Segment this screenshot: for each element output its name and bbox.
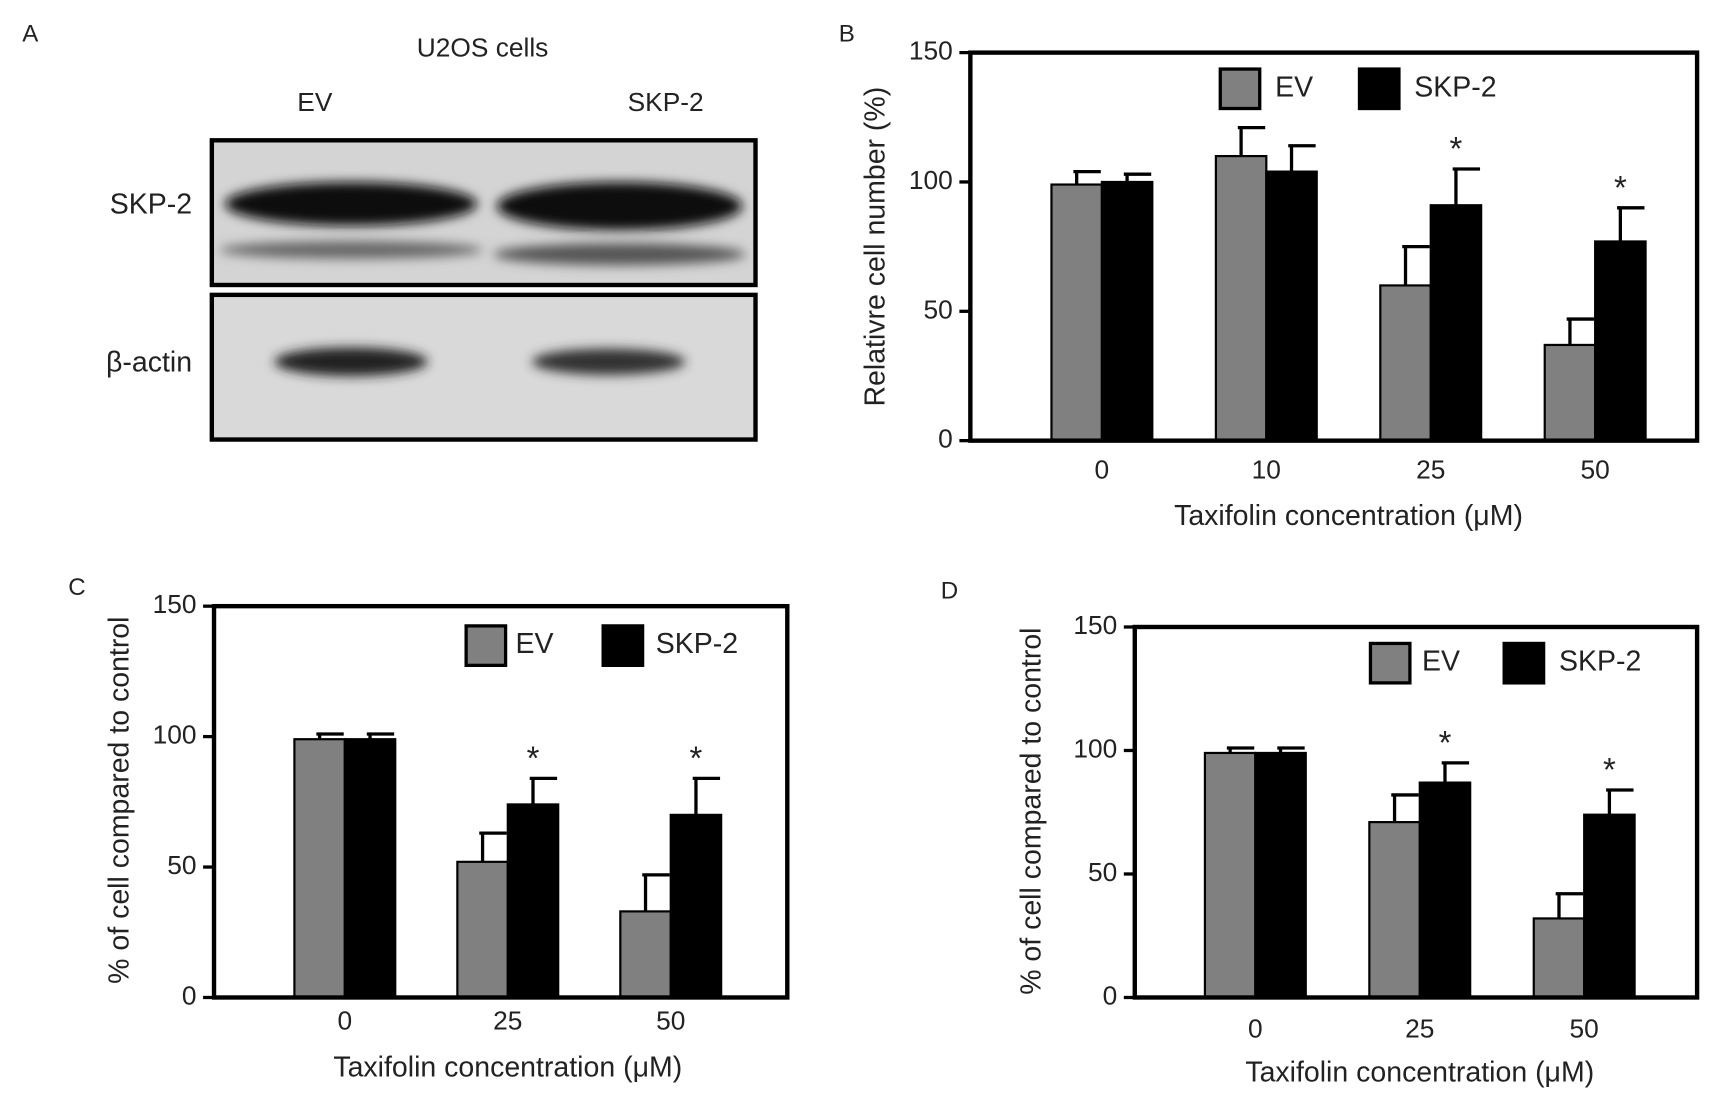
legend-swatch [1368, 641, 1412, 685]
legend-label: SKP-2 [1414, 71, 1496, 103]
y-tick-label: 50 [167, 850, 196, 880]
y-axis-label: % of cell compared to control [103, 617, 135, 984]
panel-label: B [839, 20, 855, 47]
bar [1543, 343, 1597, 442]
y-tick-label: 150 [909, 36, 953, 66]
bar [456, 860, 509, 999]
x-tick-label: 50 [1581, 454, 1610, 484]
panel-label: D [941, 577, 958, 604]
bar [1532, 917, 1586, 999]
y-tick-label: 50 [924, 294, 953, 324]
significance-marker: * [690, 739, 703, 776]
x-axis-label: Taxifolin concentration (μM) [333, 1051, 682, 1083]
legend-label: EV [515, 628, 553, 660]
x-tick-label: 50 [656, 1006, 685, 1036]
x-tick-label: 0 [1248, 1013, 1263, 1043]
plot-frame [211, 603, 790, 1000]
legend-label: SKP-2 [1559, 646, 1641, 678]
bar [506, 803, 560, 999]
plot-frame [968, 50, 1700, 443]
y-axis-label: Relativre cell number (%) [860, 87, 892, 407]
row-label: β-actin [106, 346, 192, 378]
y-tick-label: 0 [1103, 980, 1118, 1010]
panel-a: A U2OS cells EV SKP-2 SKP-2 β-actin [22, 20, 758, 442]
lane-label: SKP-2 [628, 87, 704, 117]
y-tick-label: 150 [153, 589, 197, 619]
x-tick-label: 25 [493, 1006, 522, 1036]
y-tick-label: 50 [1088, 857, 1117, 887]
y-tick-label: 150 [1073, 610, 1117, 640]
y-tick-label: 100 [1073, 733, 1117, 763]
significance-marker: * [1450, 130, 1463, 167]
panel-label: C [68, 574, 85, 601]
plot-frame [1132, 624, 1700, 1000]
bar [1100, 180, 1154, 442]
legend-swatch [1502, 641, 1546, 685]
y-tick-label: 100 [909, 165, 953, 195]
significance-marker: * [1603, 751, 1616, 788]
x-tick-label: 10 [1252, 454, 1281, 484]
bar [1429, 204, 1483, 442]
legend-swatch [1357, 67, 1401, 111]
blot-title: U2OS cells [417, 32, 549, 62]
x-axis-label: Taxifolin concentration (μM) [1174, 500, 1523, 532]
bar [1368, 821, 1421, 999]
x-tick-label: 0 [1095, 454, 1110, 484]
legend-swatch [601, 624, 645, 667]
y-tick-label: 0 [938, 424, 953, 454]
bar [1594, 240, 1647, 442]
row-label: SKP-2 [110, 189, 192, 221]
bar [1214, 154, 1268, 442]
bar [343, 738, 397, 999]
bar [1203, 751, 1257, 999]
lane-label: EV [297, 87, 333, 117]
x-axis-label: Taxifolin concentration (μM) [1245, 1057, 1594, 1089]
bar [1583, 813, 1636, 999]
bar [1418, 781, 1472, 999]
panel-label: A [22, 20, 39, 47]
blot-bands [219, 181, 746, 266]
legend-label: EV [1422, 646, 1460, 678]
bar [1265, 170, 1318, 442]
significance-marker: * [1439, 724, 1452, 761]
y-axis-label: % of cell compared to control [1015, 627, 1047, 994]
significance-marker: * [1614, 169, 1627, 206]
x-tick-label: 25 [1416, 454, 1445, 484]
bar [1050, 183, 1103, 442]
bar [669, 813, 723, 999]
y-tick-label: 100 [153, 720, 197, 750]
significance-marker: * [527, 739, 540, 776]
legend-label: SKP-2 [656, 628, 738, 660]
x-tick-label: 50 [1570, 1013, 1599, 1043]
x-tick-label: 0 [338, 1006, 353, 1036]
legend-swatch [1218, 67, 1262, 111]
bar [619, 910, 672, 999]
legend-swatch [464, 624, 508, 667]
y-tick-label: 0 [182, 980, 197, 1010]
bar [1379, 284, 1432, 442]
blot-bands [274, 347, 686, 376]
bar [1254, 751, 1307, 999]
legend-label: EV [1275, 71, 1313, 103]
bar [293, 738, 346, 999]
x-tick-label: 25 [1405, 1013, 1434, 1043]
